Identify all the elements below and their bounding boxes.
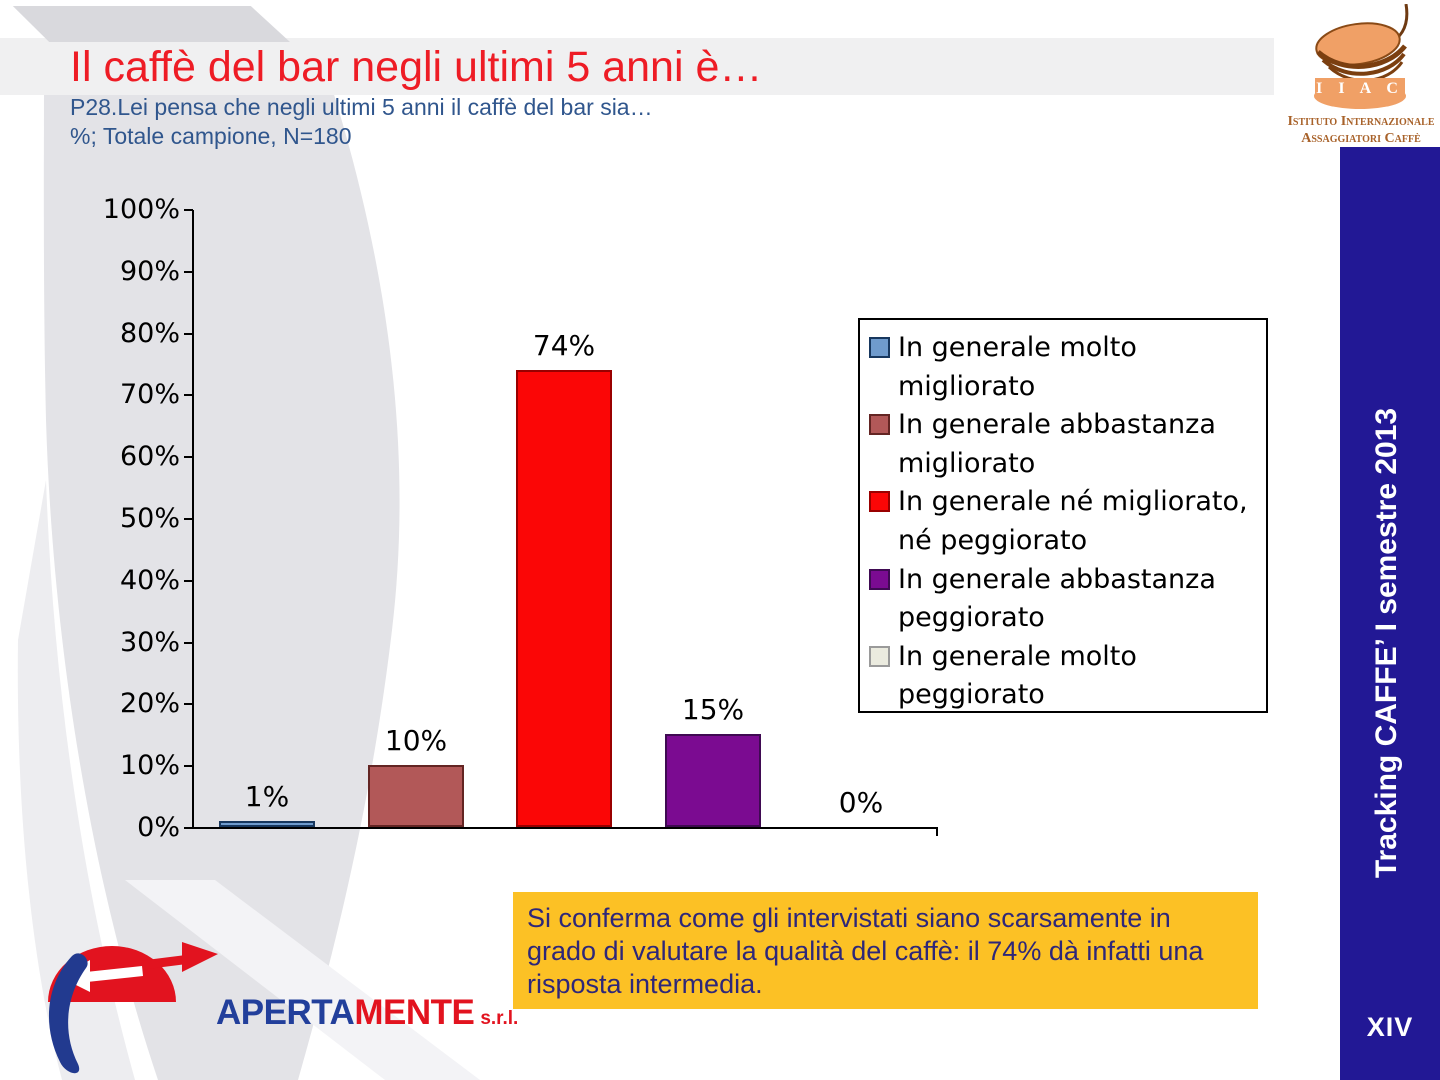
legend-item: In generale né migliorato, né peggiorato (869, 483, 1266, 560)
bar-value-label: 0% (838, 786, 884, 819)
bar-molto-peggiorato: 0% (813, 187, 909, 827)
legend-item: In generale abbastanza migliorato (869, 406, 1266, 483)
bar-molto-migliorato: 1% (219, 187, 315, 827)
y-tick-label: 50% (119, 503, 180, 534)
iiac-name-line2: Assaggiatori Caffè (1301, 131, 1421, 146)
legend-swatch-purple (869, 568, 890, 590)
note-line: grado di valutare la qualità del caffè: … (527, 936, 1204, 966)
chart-legend: In generale molto migliorato In generale… (858, 318, 1268, 713)
legend-item: In generale molto peggiorato (869, 638, 1266, 715)
y-tick-label: 0% (137, 812, 180, 843)
bar-value-label: 1% (244, 779, 290, 813)
y-tick-label: 100% (102, 194, 180, 225)
legend-item: In generale molto migliorato (869, 329, 1266, 406)
iiac-logo: I I A C (1314, 4, 1409, 109)
y-tick-label: 60% (119, 441, 180, 472)
note-line: Si conferma come gli intervistati siano … (527, 903, 1171, 933)
y-tick-label: 40% (119, 565, 180, 596)
bar-rect (368, 765, 464, 827)
header-decoration (12, 6, 290, 42)
bar-abbastanza-migliorato: 10% (368, 187, 464, 827)
sidebar-tracking-label: Tracking CAFFE’ I semestre 2013 (1370, 407, 1403, 879)
y-axis (192, 210, 194, 829)
apertamente-logo-text: APERTAMENTE s.r.l. (216, 993, 518, 1033)
page-number: XIV (1366, 1012, 1414, 1042)
legend-swatch-red (869, 491, 890, 513)
y-tick-label: 10% (119, 750, 180, 781)
subtitle-question: P28.Lei pensa che negli ultimi 5 anni il… (70, 94, 653, 120)
apertamente-logo-graphic (48, 942, 218, 1074)
iiac-name-line1: Istituto Internazionale (1287, 114, 1435, 129)
y-tick-label: 20% (119, 688, 180, 719)
sidebar-band (1340, 147, 1440, 1080)
note-line: risposta intermedia. (527, 969, 763, 999)
legend-label: In generale abbastanza migliorato (898, 409, 1216, 479)
bar-rect (219, 820, 315, 827)
legend-item: In generale abbastanza peggiorato (869, 561, 1266, 638)
y-tick-label: 70% (119, 379, 180, 410)
legend-label: In generale abbastanza peggiorato (898, 563, 1216, 634)
conclusion-note-box: Si conferma come gli intervistati siano … (513, 892, 1258, 1009)
title-band (0, 38, 1274, 95)
y-tick-label: 30% (119, 627, 180, 658)
page-title: Il caffè del bar negli ultimi 5 anni è… (70, 43, 763, 91)
legend-label: In generale molto migliorato (898, 332, 1137, 402)
bar-value-label: 10% (384, 724, 448, 758)
bar-value-label: 74% (532, 328, 596, 362)
apertamente-part2: MENTE (354, 993, 475, 1032)
bar-value-label: 15% (681, 693, 745, 727)
legend-swatch-brick (869, 414, 890, 436)
legend-swatch-beige (869, 645, 890, 667)
apertamente-suffix: s.r.l. (480, 1008, 519, 1029)
bar-rect (516, 369, 612, 827)
y-tick-label: 80% (119, 318, 180, 349)
y-tick-label: 90% (119, 256, 180, 287)
legend-swatch-blue (869, 337, 890, 358)
bar-rect (665, 734, 761, 827)
iiac-acronym: I I A C (1316, 80, 1404, 97)
apertamente-part1: APERTA (216, 993, 355, 1032)
bar-abbastanza-peggiorato: 15% (665, 187, 761, 827)
legend-label: In generale molto peggiorato (898, 640, 1137, 711)
legend-label: In generale né migliorato, né peggiorato (898, 486, 1248, 556)
x-axis (192, 827, 938, 829)
subtitle-sample: %; Totale campione, N=180 (70, 123, 352, 149)
x-axis-end-tick (936, 827, 938, 836)
bar-ne-migliorato-ne-peggiorato: 74% (516, 187, 612, 827)
